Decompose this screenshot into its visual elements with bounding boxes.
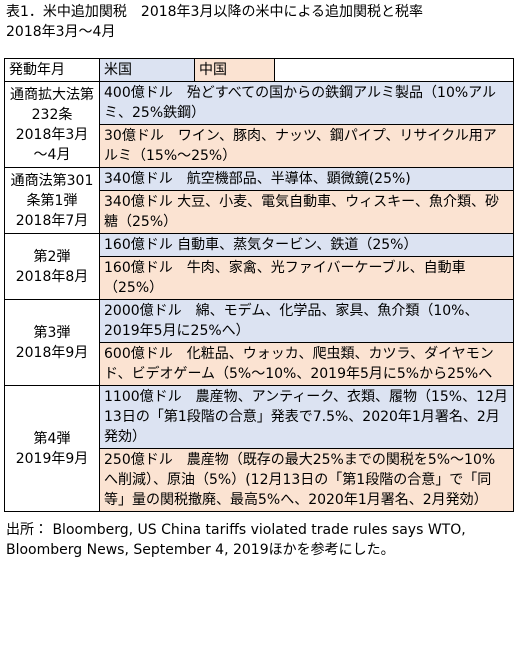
- period-cell: 通商法第301 条第1弾 2018年7月: [4, 167, 100, 234]
- period-cell: 第3弾 2018年9月: [4, 299, 100, 386]
- china-cell: 600億ドル 化粧品、ウォッカ、爬虫類、カツラ、ダイヤモンド、ビデオゲーム（5%…: [99, 342, 514, 386]
- us-cell: 1100億ドル 農産物、アンティーク、衣類、履物（15%、12月13日の「第1段…: [99, 385, 514, 449]
- period-line: 2018年3月: [15, 126, 89, 143]
- data-row: 通商拡大法第 232条 2018年3月 ～4月 400億ドル 殆どすべての国からの鉄鋼ア…: [4, 81, 514, 168]
- data-row: 340億ドル 大豆、小麦、電気自動車、ウィスキー、魚介類、砂糖（25%）: [5, 190, 514, 234]
- data-row: 第3弾 2018年9月 2000億ドル 綿、モデム、化学品、家具、魚介類（10%、2…: [4, 299, 514, 386]
- source-note: 出所： Bloomberg, US China tariffs violated…: [6, 522, 466, 558]
- data-row: 250億ドル 農産物（既存の最大25%までの関税を5%～10%へ削減）、原油（5…: [5, 448, 514, 512]
- period-line: 第3弾: [33, 324, 71, 341]
- data-row: 第4弾 2019年9月 1100億ドル 農産物、アンティーク、衣類、履物（15%、1…: [4, 385, 514, 512]
- header-row: 発動年月 米国 中国: [4, 58, 514, 82]
- title-line: 表1．米中追加関税 2018年3月以降の米中による追加関税と税率: [6, 4, 424, 20]
- period-line: 通商拡大法第: [10, 86, 94, 103]
- data-row: 30億ドル ワイン、豚肉、ナッツ、鋼パイプ、リサイクル用アルミ（15%～25%）: [5, 124, 514, 168]
- header-cell: 発動年月: [4, 58, 100, 82]
- title: 表1．米中追加関税 2018年3月以降の米中による追加関税と税率 2018年3月～…: [0, 0, 518, 46]
- china-cell: 30億ドル ワイン、豚肉、ナッツ、鋼パイプ、リサイクル用アルミ（15%～25%）: [99, 124, 514, 168]
- header-cell: 中国: [194, 58, 275, 82]
- header-cell: [274, 58, 514, 82]
- us-cell: 400億ドル 殆どすべての国からの鉄鋼アルミ製品（10%アルミ、25%鉄鋼）: [99, 81, 514, 125]
- period-cell: 通商拡大法第 232条 2018年3月 ～4月: [4, 81, 100, 168]
- header-cell: 米国: [99, 58, 195, 82]
- title-line: 2018年3月～4月: [6, 24, 116, 40]
- china-cell: 340億ドル 大豆、小麦、電気自動車、ウィスキー、魚介類、砂糖（25%）: [99, 190, 514, 234]
- period-line: 2018年8月: [15, 268, 89, 285]
- period-line: 条第1弾: [26, 192, 78, 209]
- period-line: 通商法第301: [10, 172, 94, 189]
- period-cell: 第2弾 2018年8月: [4, 233, 100, 300]
- period-cell: 第4弾 2019年9月: [4, 385, 100, 512]
- china-cell: 160億ドル 牛肉、家禽、光ファイバーケーブル、自動車（25%）: [99, 256, 514, 300]
- us-cell: 2000億ドル 綿、モデム、化学品、家具、魚介類（10%、2019年5月に25%…: [99, 299, 514, 343]
- period-line: 第4弾: [33, 430, 71, 447]
- period-line: ～4月: [33, 146, 71, 163]
- period-line: 2018年9月: [15, 344, 89, 361]
- data-row: 600億ドル 化粧品、ウォッカ、爬虫類、カツラ、ダイヤモンド、ビデオゲーム（5%…: [5, 342, 514, 386]
- data-row: 160億ドル 牛肉、家禽、光ファイバーケーブル、自動車（25%）: [5, 256, 514, 300]
- period-line: 232条: [31, 106, 73, 123]
- period-line: 第2弾: [33, 248, 71, 265]
- data-row: 通商法第301 条第1弾 2018年7月 340億ドル 航空機部品、半導体、顕微鏡(2…: [4, 167, 514, 234]
- data-row: 第2弾 2018年8月 160億ドル 自動車、蒸気タービン、鉄道（25%）: [4, 233, 514, 300]
- tariff-table: 発動年月 米国 中国通商拡大法第 232条 2018年3月 ～4月 400億ドル 殆どすべて…: [4, 58, 514, 512]
- us-cell: 160億ドル 自動車、蒸気タービン、鉄道（25%）: [99, 233, 514, 257]
- period-line: 2018年7月: [15, 212, 89, 229]
- us-cell: 340億ドル 航空機部品、半導体、顕微鏡(25%): [99, 167, 514, 191]
- period-line: 2019年9月: [15, 450, 89, 467]
- china-cell: 250億ドル 農産物（既存の最大25%までの関税を5%～10%へ削減）、原油（5…: [99, 448, 514, 512]
